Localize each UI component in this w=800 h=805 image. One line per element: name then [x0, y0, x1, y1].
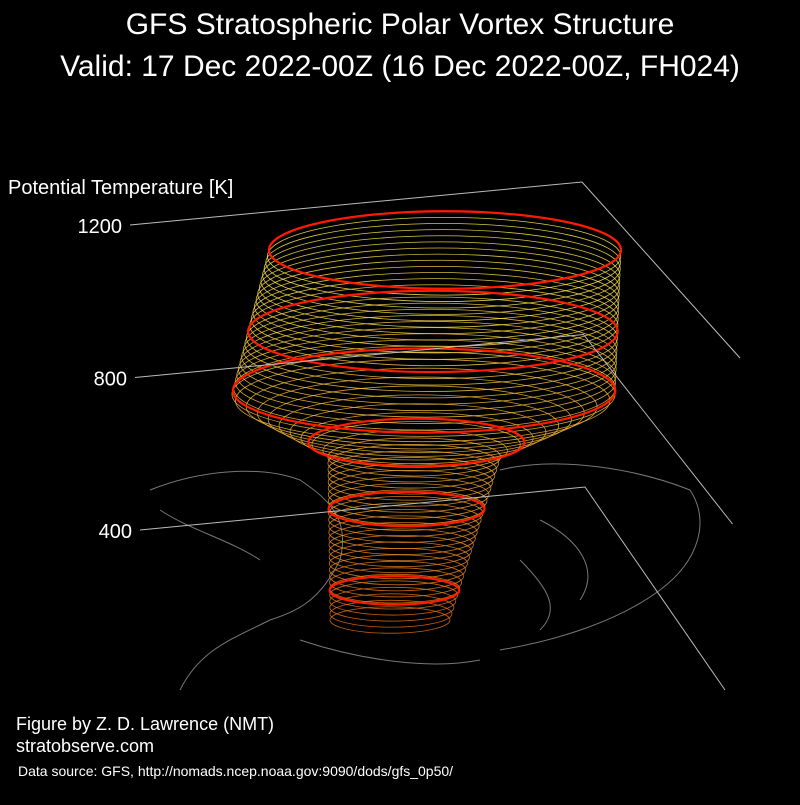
highlight-contour — [231, 347, 617, 434]
grid-line — [129, 181, 741, 359]
highlight-contour — [307, 417, 526, 468]
highlight-contour — [328, 575, 461, 606]
contour — [327, 444, 500, 483]
coastlines — [149, 463, 701, 691]
z-tick-label: 800 — [94, 369, 127, 391]
grid-line — [139, 486, 726, 691]
contour — [328, 521, 476, 555]
contour — [300, 412, 534, 465]
chart-title: GFS Stratospheric Polar Vortex Structure — [126, 8, 675, 41]
contour — [328, 502, 482, 537]
contour — [328, 515, 478, 549]
chart-subtitle: Valid: 17 Dec 2022-00Z (16 Dec 2022-00Z,… — [60, 50, 740, 83]
contour — [327, 457, 496, 495]
contour — [263, 229, 621, 309]
highlight-contour — [327, 490, 486, 528]
contour — [239, 321, 617, 405]
contour — [241, 314, 618, 399]
contour — [278, 394, 560, 457]
contour — [329, 567, 463, 598]
z-tick-label: 1200 — [78, 216, 123, 238]
contour — [329, 593, 455, 622]
z-axis-label: Potential Temperature [K] — [8, 177, 233, 199]
website: stratobserve.com — [16, 736, 154, 756]
contour — [257, 253, 620, 335]
contour — [327, 482, 488, 519]
highlight-contour — [267, 210, 623, 290]
contour — [327, 476, 490, 513]
z-tick-label: 400 — [99, 521, 132, 543]
contour — [329, 586, 457, 616]
contour — [238, 327, 617, 412]
contour — [328, 528, 474, 562]
contour — [254, 265, 620, 347]
credit: Figure by Z. D. Lawrence (NMT) — [16, 714, 274, 734]
coastline — [149, 463, 701, 691]
contour — [242, 308, 618, 392]
contour — [244, 302, 618, 386]
contour — [329, 599, 453, 628]
contour — [329, 560, 465, 592]
contour — [329, 606, 451, 634]
vortex — [231, 210, 623, 634]
contour — [262, 235, 621, 315]
contour — [260, 241, 621, 322]
contour — [327, 470, 492, 507]
contour — [252, 272, 619, 354]
data-source: Data source: GFS, http://nomads.ncep.noa… — [18, 763, 453, 779]
contour — [265, 223, 621, 302]
highlight-contour — [246, 289, 619, 374]
grid-line — [134, 333, 733, 525]
contour — [327, 450, 498, 489]
contour — [250, 278, 619, 360]
contour — [328, 508, 480, 543]
contour — [258, 247, 620, 328]
contour — [266, 217, 622, 296]
contour — [328, 541, 470, 574]
contour — [255, 259, 620, 341]
contour — [328, 534, 472, 568]
contour — [246, 296, 618, 380]
